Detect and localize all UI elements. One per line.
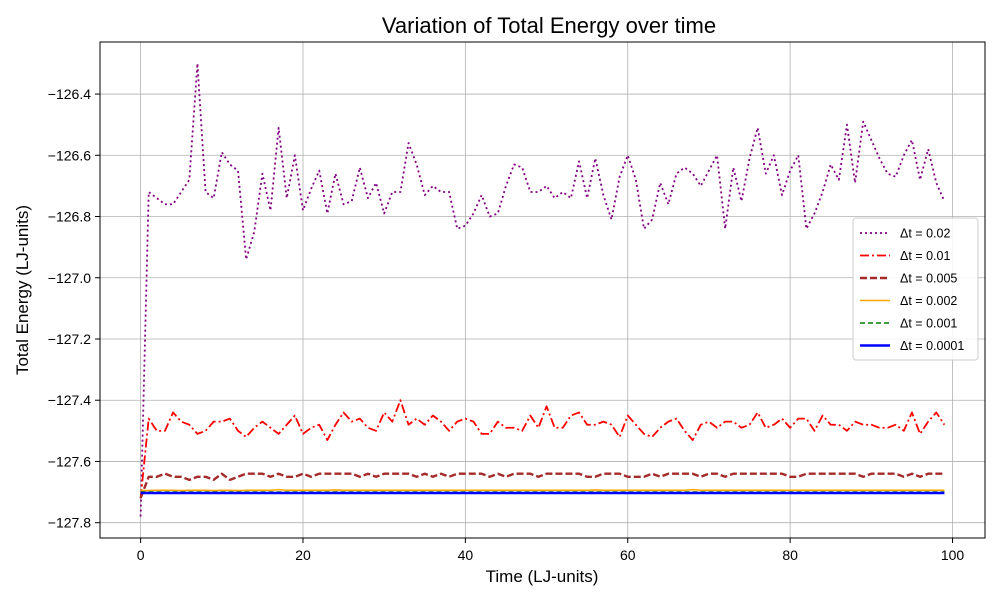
x-tick-label: 100: [941, 547, 965, 563]
x-tick-label: 60: [620, 547, 636, 563]
y-axis-title: Total Energy (LJ-units): [13, 205, 32, 375]
legend-box: [852, 217, 979, 361]
legend-label-4: Δt = 0.001: [900, 317, 957, 331]
x-tick-label: 0: [137, 547, 145, 563]
legend: Δt = 0.02 Δt = 0.01 Δt = 0.005 Δt = 0.002 Δt…: [852, 217, 979, 361]
plot-frame: [99, 41, 986, 539]
series-line-2: [139, 472, 945, 499]
series-line-1: [139, 399, 946, 499]
series-line-0: [139, 62, 946, 517]
series-line-3: [140, 488, 945, 492]
series-layer: [139, 62, 946, 517]
x-tick-label: 80: [782, 547, 798, 563]
y-tick-label: −127.2: [48, 331, 91, 347]
y-axis: −127.8 −127.6 −127.4 −127.2 −127.0 −126.8 −126…: [48, 86, 100, 531]
y-tick-label: −126.6: [48, 147, 91, 163]
x-tick-label: 20: [295, 547, 311, 563]
y-tick-label: −127.6: [48, 453, 91, 469]
legend-label-5: Δt = 0.0001: [900, 339, 964, 353]
y-tick-label: −127.8: [48, 515, 91, 531]
x-axis-title: Time (LJ-units): [486, 567, 599, 586]
legend-label-3: Δt = 0.002: [900, 294, 957, 308]
x-tick-label: 40: [458, 547, 474, 563]
y-tick-label: −126.8: [48, 209, 91, 225]
x-axis: 0 20 40 60 80 100: [137, 538, 965, 563]
y-tick-label: −127.0: [48, 270, 91, 286]
y-tick-label: −126.4: [48, 86, 91, 102]
legend-label-0: Δt = 0.02: [900, 227, 950, 241]
legend-label-1: Δt = 0.01: [900, 249, 950, 263]
legend-label-2: Δt = 0.005: [900, 272, 957, 286]
y-tick-label: −127.4: [48, 392, 91, 408]
chart-title: Variation of Total Energy over time: [382, 13, 716, 38]
